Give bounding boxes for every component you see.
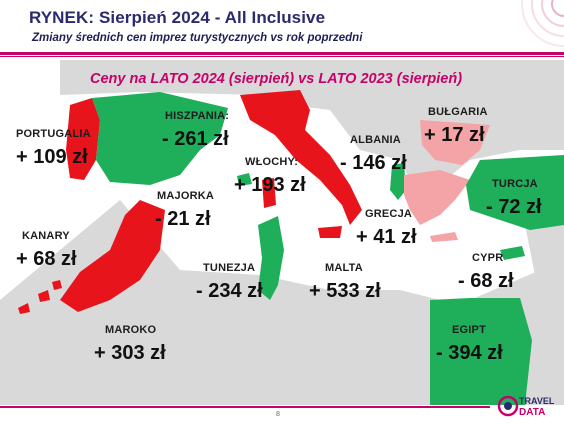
value-kanary: + 68 zł [16, 248, 77, 270]
label-tunezja: TUNEZJA [203, 262, 256, 274]
value-bulgaria: + 17 zł [424, 124, 485, 146]
slide-header: RYNEK: Sierpień 2024 - All Inclusive Zmi… [0, 0, 564, 60]
label-grecja: GRECJA [365, 208, 413, 220]
footer-divider [0, 406, 490, 408]
label-cypr: CYPR [472, 252, 504, 264]
label-albania: ALBANIA [350, 134, 401, 146]
header-divider [0, 52, 564, 55]
country-bulgaria [420, 120, 490, 165]
country-majorka [237, 173, 252, 186]
label-bulgaria: BUŁGARIA [428, 106, 488, 118]
logo-top-text: TRAVEL [519, 396, 555, 406]
map-title: Ceny na LATO 2024 (sierpień) vs LATO 202… [90, 71, 463, 87]
country-wlochy-sycylia [318, 226, 342, 238]
country-grecja-kreta [430, 232, 458, 242]
value-maroko: + 303 zł [94, 342, 166, 364]
map-svg [0, 60, 564, 405]
country-kanary-2 [38, 290, 50, 302]
decorative-rings-icon [521, 0, 564, 47]
label-hiszpania: HISZPANIA: [165, 110, 230, 122]
value-cypr: - 68 zł [458, 270, 514, 292]
value-malta: + 533 zł [309, 280, 381, 302]
value-turcja: - 72 zł [486, 196, 542, 218]
value-tunezja: - 234 zł [196, 280, 263, 302]
label-portugalia: PORTUGALIA [16, 128, 91, 140]
header-divider-thin [0, 56, 564, 57]
country-malta [322, 230, 329, 237]
country-egipt [430, 298, 532, 405]
country-cypr [500, 246, 525, 260]
label-maroko: MAROKO [105, 324, 157, 336]
europe-map [0, 60, 564, 405]
country-hiszpania [92, 92, 228, 185]
label-malta: MALTA [325, 262, 363, 274]
country-albania [390, 163, 406, 200]
logo-bottom-text: DATA [519, 407, 545, 418]
label-kanary: KANARY [22, 230, 70, 242]
country-wlochy-sardynia [262, 178, 276, 208]
country-kanary [18, 303, 30, 314]
country-tunezja [258, 216, 284, 300]
country-wlochy [240, 90, 362, 225]
country-grecja [404, 170, 470, 225]
page-number: 8 [276, 411, 280, 418]
label-egipt: EGIPT [452, 324, 487, 336]
label-turcja: TURCJA [492, 178, 538, 190]
value-hiszpania: - 261 zł [162, 128, 229, 150]
value-albania: - 146 zł [340, 152, 407, 174]
label-majorka: MAJORKA [157, 190, 215, 202]
country-turcja [466, 155, 564, 230]
value-wlochy: + 193 zł [234, 174, 306, 196]
value-grecja: + 41 zł [356, 226, 417, 248]
country-kanary-3 [52, 280, 62, 290]
land-europe-north [60, 60, 564, 150]
value-egipt: - 394 zł [436, 342, 503, 364]
country-portugalia [66, 98, 100, 180]
country-maroko [60, 200, 165, 312]
label-wlochy: WŁOCHY: [245, 156, 299, 168]
value-majorka: - 21 zł [155, 208, 211, 230]
value-portugalia: + 109 zł [16, 146, 88, 168]
page-title: RYNEK: Sierpień 2024 - All Inclusive [29, 8, 326, 27]
travel-data-logo-icon: TRAVEL DATA [497, 395, 555, 418]
page-subtitle: Zmiany średnich cen imprez turystycznych… [32, 32, 363, 44]
land-balkans [250, 95, 564, 200]
